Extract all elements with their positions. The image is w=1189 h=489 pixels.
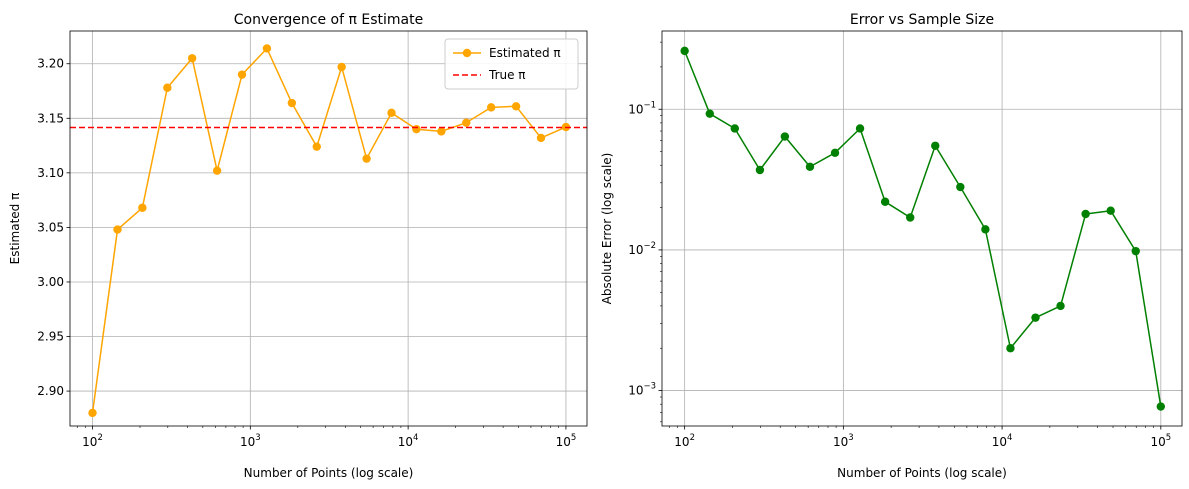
legend: Estimated π True π [444,38,579,90]
tick-base: 10 [82,435,97,449]
tick-exponent: −3 [643,382,656,392]
estimate-point [362,154,371,163]
error-point [906,213,915,222]
error-point [1156,402,1166,411]
legend-box [444,38,579,90]
y-axis-label: Estimated π [8,193,22,265]
tick-base: 10 [992,435,1007,449]
estimate-point [212,166,222,175]
y-tick-label: 2.90 [37,384,64,398]
error-point [730,124,739,133]
error-point [1056,301,1065,311]
error-point [780,132,790,141]
legend-label-estimate: Estimated π [489,46,561,60]
x-tick-label: 103 [833,433,854,449]
tick-base: 10 [1150,435,1165,449]
estimate-point [138,203,147,212]
tick-base: 10 [628,102,643,116]
tick-base: 10 [674,435,689,449]
y-tick-label: 3.10 [37,166,64,180]
estimate-point [187,54,197,63]
error-point [931,141,940,150]
error-point [855,124,865,133]
tick-exponent: 3 [255,433,260,443]
x-tick-label: 104 [992,433,1013,449]
estimate-point [412,125,421,134]
estimate-point [163,83,172,92]
x-tick-label: 103 [240,433,261,449]
x-tick-label: 104 [398,433,419,449]
error-point [755,165,765,175]
estimate-point [387,108,396,118]
estimate-point [88,408,97,418]
error-point [1106,206,1115,215]
y-tick-label: 3.00 [37,275,64,289]
tick-exponent: −1 [643,100,656,110]
error-point [1031,313,1040,322]
estimate-point [287,98,297,108]
y-tick-label: 10−2 [628,241,656,257]
estimate-point [262,44,272,53]
y-axis-label: Absolute Error (log scale) [600,153,614,305]
tick-exponent: 5 [571,433,576,443]
error-point [830,148,840,158]
estimate-point [511,102,521,111]
estimate-line [91,47,567,414]
y-tick-label: 3.05 [37,220,64,234]
tick-exponent: 3 [848,433,853,443]
x-axis-label: Number of Points (log scale) [837,466,1007,480]
y-tick-label: 10−3 [628,382,656,398]
y-tick-label: 10−1 [628,100,656,116]
tick-exponent: 4 [1007,433,1012,443]
tick-base: 10 [556,435,571,449]
chart-title: Convergence of π Estimate [234,12,423,28]
x-tick-label: 102 [82,433,103,449]
error-point [1081,209,1090,219]
tick-base: 10 [398,435,413,449]
tick-base: 10 [833,435,848,449]
error-point [1006,344,1015,353]
tick-base: 10 [628,243,643,257]
x-tick-label: 105 [1150,433,1171,449]
estimate-point [462,118,471,127]
error-point [981,225,990,234]
error-point [880,197,890,206]
estimate-point [237,70,247,79]
tick-base: 10 [628,384,643,398]
estimate-point [113,225,122,234]
tick-exponent: 5 [1166,433,1171,443]
tick-exponent: 2 [97,433,102,443]
error-point [705,109,714,118]
error-line [683,50,1162,407]
y-tick-label: 2.95 [37,330,64,344]
tick-exponent: −2 [643,241,656,251]
error-point [1131,246,1140,256]
estimate-point [486,103,496,112]
x-tick-label: 102 [674,433,695,449]
estimate-point [312,142,321,151]
plot-frame [661,30,1183,427]
y-tick-label: 3.20 [37,57,64,71]
legend-marker-estimate [462,48,472,58]
tick-exponent: 4 [413,433,418,443]
x-axis-label: Number of Points (log scale) [244,466,414,480]
tick-exponent: 2 [690,433,695,443]
plot-frame [69,30,588,427]
tick-base: 10 [240,435,255,449]
error-point [956,182,965,192]
estimate-point [536,133,546,143]
chart-title: Error vs Sample Size [850,12,994,28]
y-tick-label: 3.15 [37,111,64,125]
estimate-point [437,127,446,136]
estimate-point [337,62,346,72]
error-point [805,162,815,171]
pi-estimate-chart: 102 103 104 1052.902.953.003.053.103.153.20… [8,12,588,480]
legend-label-true-pi: True π [488,68,526,82]
error-point [680,46,689,56]
x-tick-label: 105 [556,433,577,449]
